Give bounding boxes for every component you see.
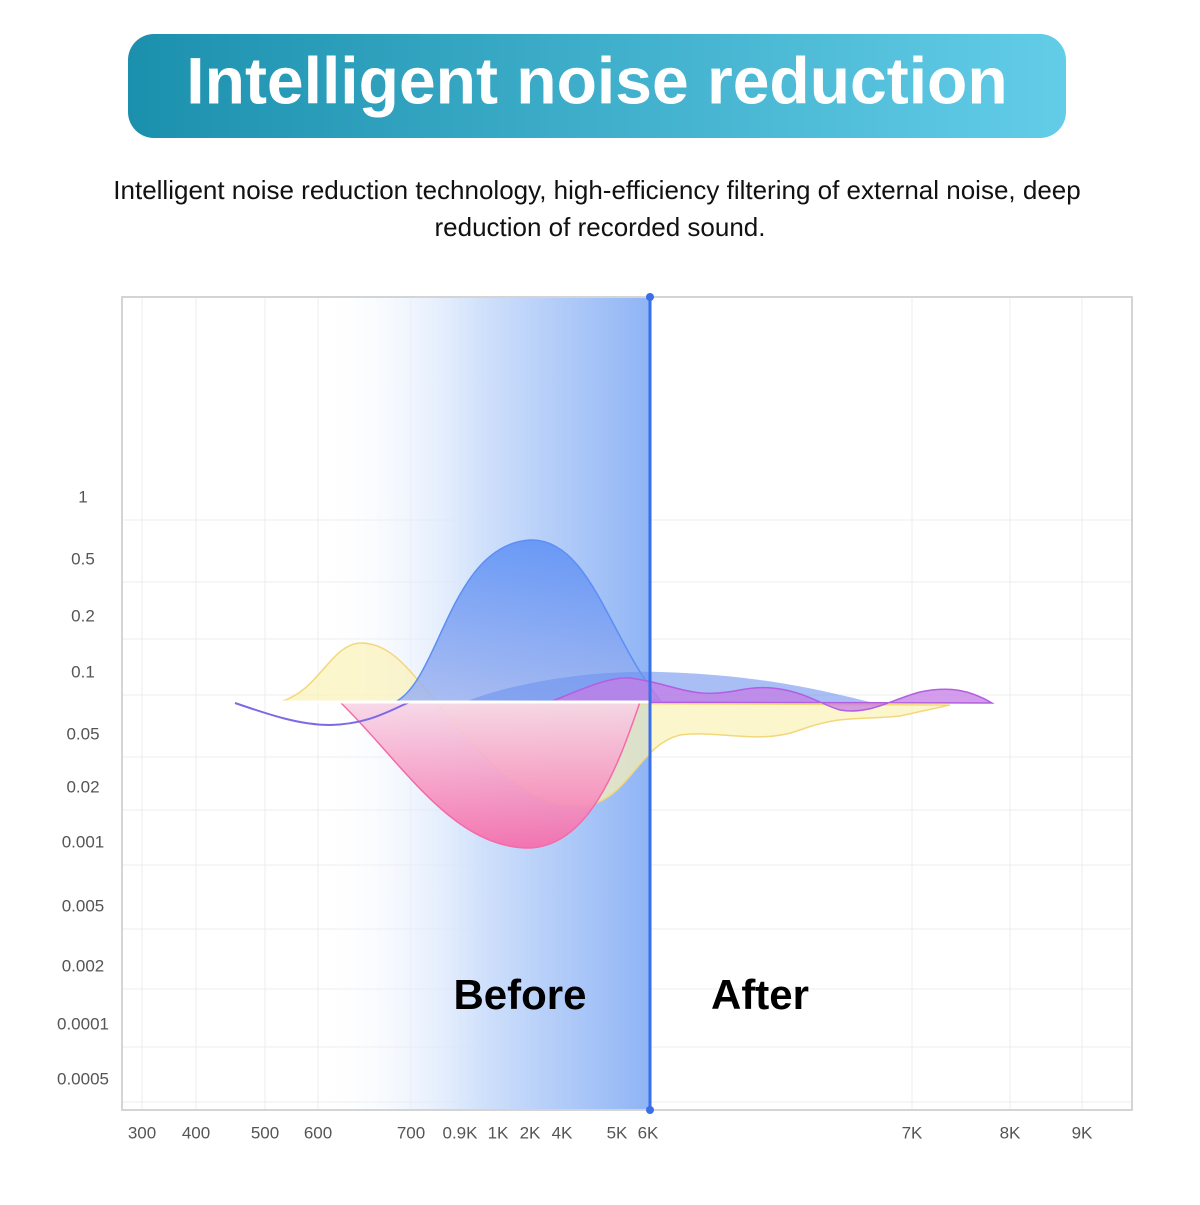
x-label: 0.9K bbox=[443, 1123, 479, 1142]
y-label: 0.0005 bbox=[57, 1069, 109, 1088]
y-label: 0.1 bbox=[71, 662, 95, 681]
x-label: 2K bbox=[520, 1123, 541, 1142]
x-label: 9K bbox=[1072, 1123, 1093, 1142]
x-label: 300 bbox=[128, 1123, 156, 1142]
x-label: 8K bbox=[1000, 1123, 1021, 1142]
title: Intelligent noise reduction bbox=[186, 43, 1007, 117]
y-label: 0.05 bbox=[66, 724, 99, 743]
x-label: 6K bbox=[638, 1123, 659, 1142]
y-label: 0.005 bbox=[62, 896, 105, 915]
x-label: 1K bbox=[488, 1123, 509, 1142]
y-label: 0.5 bbox=[71, 549, 95, 568]
x-label: 5K bbox=[607, 1123, 628, 1142]
y-label: 1 bbox=[78, 487, 87, 506]
x-label: 400 bbox=[182, 1123, 210, 1142]
y-label: 0.002 bbox=[62, 956, 105, 975]
divider-dot bbox=[646, 293, 654, 301]
title-banner bbox=[128, 34, 1066, 138]
axis-labels: 1 0.5 0.2 0.1 0.05 0.02 0.001 0.005 0.002 0.0001 0… bbox=[57, 487, 1093, 1142]
x-label: 500 bbox=[251, 1123, 279, 1142]
wave-purple bbox=[549, 677, 995, 712]
x-label: 600 bbox=[304, 1123, 332, 1142]
subtitle: Intelligent noise reduction technology, … bbox=[113, 175, 1080, 205]
x-label: 4K bbox=[552, 1123, 573, 1142]
divider-dot bbox=[646, 1106, 654, 1114]
x-label: 700 bbox=[397, 1123, 425, 1142]
subtitle: reduction of recorded sound. bbox=[435, 212, 766, 242]
y-label: 0.2 bbox=[71, 606, 95, 625]
frame bbox=[121, 296, 1133, 1111]
after-label: After bbox=[711, 971, 809, 1018]
x-label: 7K bbox=[902, 1123, 923, 1142]
wave-blue bbox=[394, 539, 662, 703]
y-label: 0.0001 bbox=[57, 1014, 109, 1033]
before-label: Before bbox=[453, 971, 586, 1018]
wave-pink bbox=[338, 701, 642, 849]
wave-line bbox=[234, 701, 411, 727]
y-label: 0.001 bbox=[62, 832, 105, 851]
y-label: 0.02 bbox=[66, 777, 99, 796]
